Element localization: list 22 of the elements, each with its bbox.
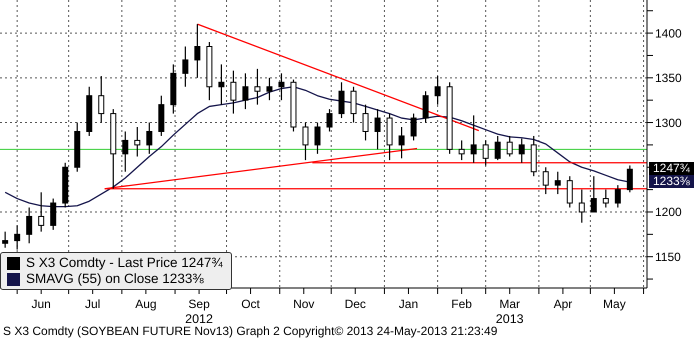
y-tick-label: 1300 <box>655 116 682 130</box>
x-tick-label: Sep 2012 <box>185 297 214 326</box>
text: S X3 Comdty (SOYBEAN FUTURE Nov13) Graph 2 Copyright© 2013 24-May-2013 21:23:49 <box>3 324 498 338</box>
x-tick-label: Mar 2013 <box>496 297 524 326</box>
legend-label: S X3 Comdty - Last Price 1247¾ <box>25 255 223 271</box>
x-tick-label: Oct <box>241 297 261 311</box>
y-tick-label: 1150 <box>655 250 682 264</box>
x-tick-label: Feb <box>451 297 472 311</box>
legend-label: SMAVG (55) on Close 1233⅜ <box>25 271 205 287</box>
x-tick-label: Nov <box>293 297 314 311</box>
x-tick-label: Aug <box>135 297 157 311</box>
y-tick-label: 1400 <box>655 26 682 40</box>
y-tick-label: 1200 <box>655 205 682 220</box>
x-tick-label: Jan <box>398 297 418 311</box>
x-tick-label: Jul <box>85 297 100 311</box>
y-tick-label: 1350 <box>655 71 682 86</box>
x-tick-label: May <box>603 297 626 311</box>
x-tick-label: Dec <box>344 297 366 311</box>
x-tick-label: Apr <box>554 297 572 311</box>
text: 1247¾ <box>649 161 694 176</box>
x-tick-label: Jun <box>32 297 51 311</box>
text: 1233⅜ <box>649 174 694 188</box>
